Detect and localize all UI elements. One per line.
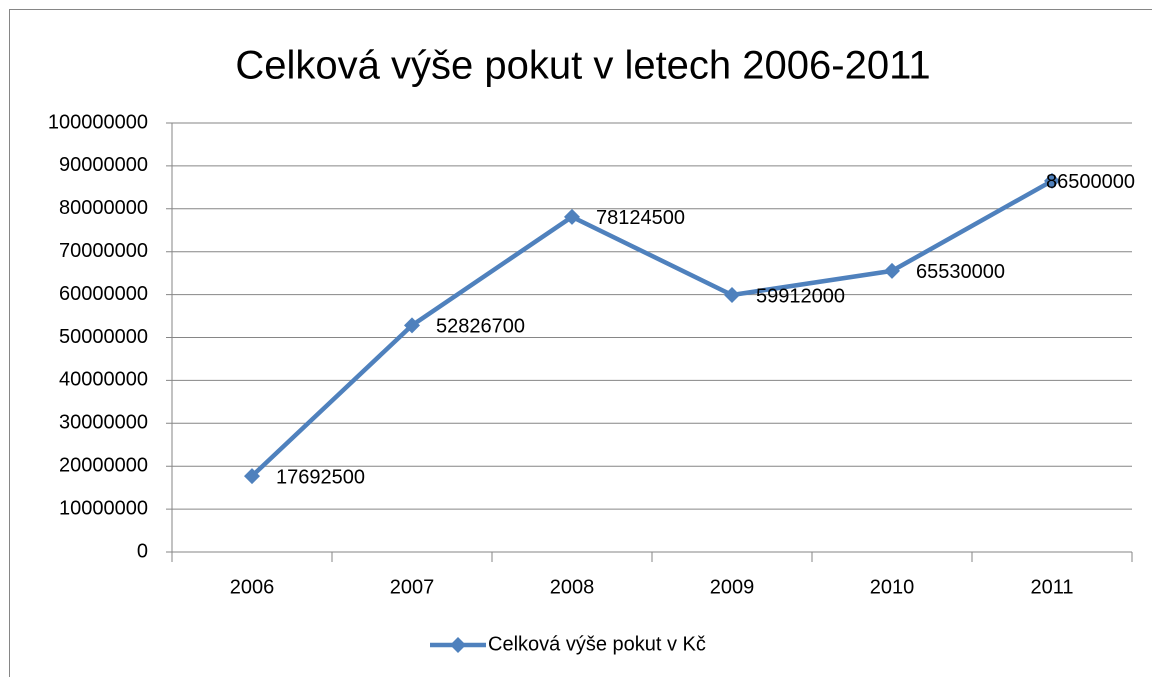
data-label: 78124500 bbox=[596, 207, 685, 229]
y-tick-label: 80000000 bbox=[59, 197, 148, 219]
series-line bbox=[250, 178, 1054, 478]
data-label: 59912000 bbox=[756, 285, 845, 307]
point-marker bbox=[1044, 172, 1060, 189]
y-tick-label: 60000000 bbox=[59, 283, 148, 305]
legend-marker bbox=[450, 637, 466, 653]
data-label: 65530000 bbox=[916, 261, 1005, 283]
x-tick-label: 2010 bbox=[870, 576, 915, 598]
data-label: 17692500 bbox=[276, 466, 365, 488]
y-tick-label: 10000000 bbox=[59, 497, 148, 519]
point-marker bbox=[884, 262, 900, 279]
y-tick-label: 70000000 bbox=[59, 240, 148, 262]
x-tick-label: 2007 bbox=[390, 576, 435, 598]
y-tick-label: 0 bbox=[137, 540, 148, 562]
point-marker bbox=[404, 317, 420, 334]
y-tick-label: 20000000 bbox=[59, 454, 148, 476]
x-tick-label: 2008 bbox=[550, 576, 595, 598]
point-marker bbox=[564, 208, 580, 225]
y-tick-label: 90000000 bbox=[59, 154, 148, 176]
x-tick-label: 2011 bbox=[1030, 576, 1073, 598]
y-tick-label: 40000000 bbox=[59, 369, 148, 391]
y-tick-label: 100000000 bbox=[48, 111, 148, 133]
y-tick-label: 30000000 bbox=[59, 412, 148, 434]
x-tick-label: 2009 bbox=[710, 576, 755, 598]
chart-title: Celková výše pokut v letech 2006-2011 bbox=[235, 44, 930, 88]
data-label: 52826700 bbox=[436, 316, 525, 338]
point-marker bbox=[244, 468, 260, 485]
data-label: 86500000 bbox=[1046, 171, 1135, 193]
chart-border bbox=[9, 9, 1152, 677]
x-tick-label: 2006 bbox=[230, 576, 275, 598]
y-tick-label: 50000000 bbox=[59, 326, 148, 348]
point-marker bbox=[724, 286, 740, 303]
legend-label: Celková výše pokut v Kč bbox=[488, 633, 706, 655]
